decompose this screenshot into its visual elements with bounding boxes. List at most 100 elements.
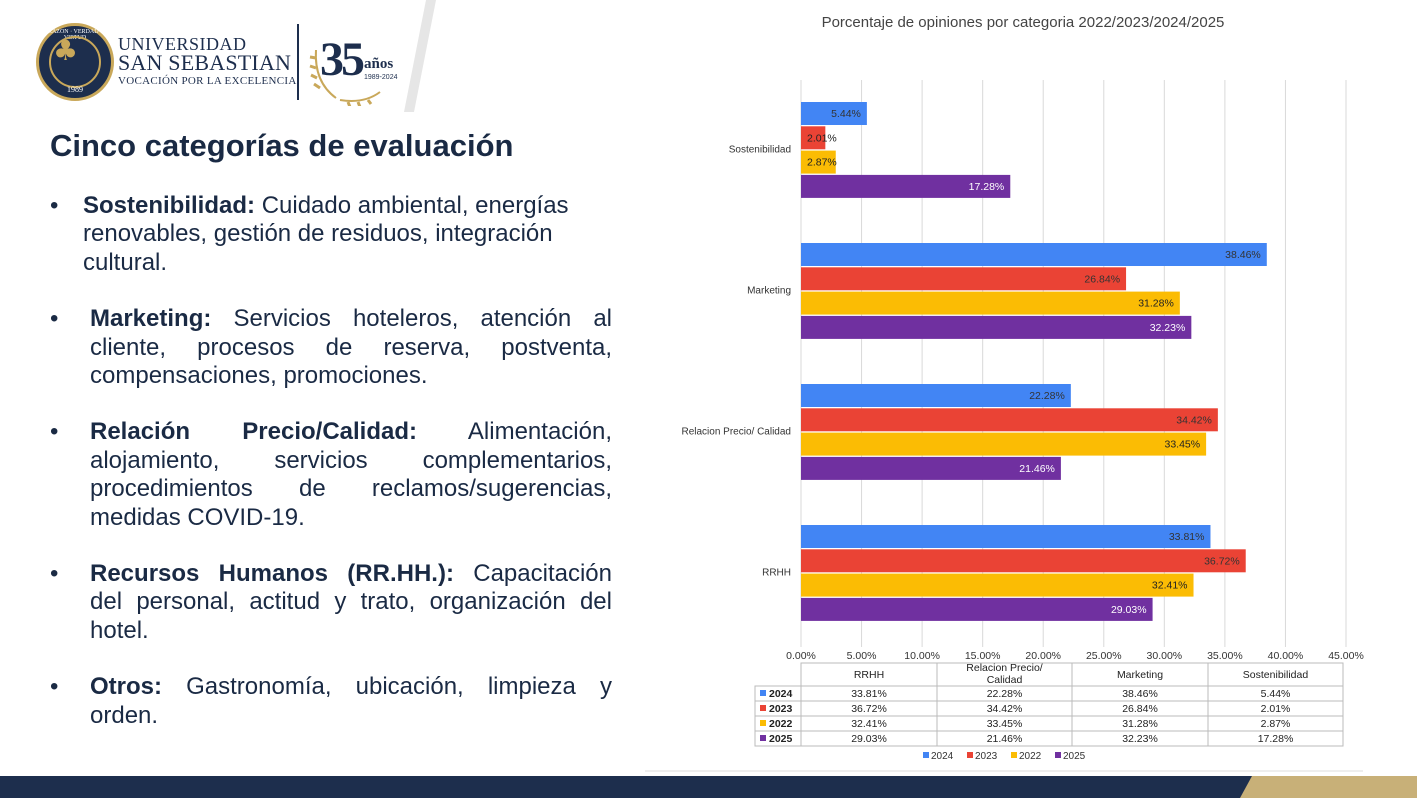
table-legend-swatch bbox=[760, 705, 766, 711]
table-header: Relacion Precio/ bbox=[966, 662, 1043, 674]
university-tagline: VOCACIÓN POR LA EXCELENCIA bbox=[118, 75, 297, 87]
table-cell: 2.01% bbox=[1261, 703, 1291, 715]
x-tick-label: 15.00% bbox=[965, 650, 1001, 662]
decorative-slash bbox=[404, 0, 436, 112]
data-label: 38.46% bbox=[1225, 249, 1261, 261]
legend-swatch-2024 bbox=[923, 752, 929, 758]
table-cell: 22.28% bbox=[987, 688, 1023, 700]
data-label: 32.23% bbox=[1150, 322, 1186, 334]
legend-swatch-2023 bbox=[967, 752, 973, 758]
legend-label: 2023 bbox=[975, 751, 998, 762]
legend-label: 2022 bbox=[1019, 751, 1042, 762]
table-cell: 32.23% bbox=[1122, 733, 1158, 745]
bullet-otros: • Otros: Gastronomía, ubicación, limpiez… bbox=[50, 673, 612, 730]
bar-2025 bbox=[801, 597, 1153, 621]
bar-2022 bbox=[801, 432, 1207, 456]
bullet-text: Capacitación del personal, actitud y tra… bbox=[90, 560, 612, 644]
bar-2023 bbox=[801, 267, 1127, 291]
data-label: 29.03% bbox=[1111, 604, 1147, 616]
table-cell: 2.87% bbox=[1261, 718, 1291, 730]
table-series-name: 2023 bbox=[769, 703, 793, 715]
anniversary-word: años bbox=[364, 56, 394, 72]
data-label: 33.45% bbox=[1164, 439, 1200, 451]
bar-2025 bbox=[801, 456, 1061, 480]
footer-bar bbox=[0, 776, 1417, 798]
anniversary-badge: 35 años 1989-2024 bbox=[306, 20, 406, 106]
bullet-label: Sostenibilidad: bbox=[83, 192, 256, 219]
chart-title: Porcentaje de opiniones por categoria 20… bbox=[822, 14, 1225, 31]
data-label: 22.28% bbox=[1029, 390, 1065, 402]
data-label: 34.42% bbox=[1176, 414, 1212, 426]
data-label: 2.87% bbox=[807, 157, 837, 169]
table-cell: 31.28% bbox=[1122, 718, 1158, 730]
table-cell: 26.84% bbox=[1122, 703, 1158, 715]
data-label: 32.41% bbox=[1152, 580, 1188, 592]
university-name-line2: SAN SEBASTIAN bbox=[118, 50, 292, 75]
legend-swatch-2025 bbox=[1055, 752, 1061, 758]
bar-2024 bbox=[801, 102, 867, 125]
bar-2024 bbox=[801, 243, 1267, 266]
table-header: RRHH bbox=[854, 669, 884, 681]
bullet-label: Relación Precio/Calidad: bbox=[90, 418, 417, 446]
anniversary-years: 1989-2024 bbox=[364, 74, 398, 81]
table-header: Sostenibilidad bbox=[1243, 669, 1309, 681]
bullet-text: Gastronomía, ubicación, limpieza y orden… bbox=[90, 673, 612, 729]
legend-label: 2025 bbox=[1063, 751, 1086, 762]
table-series-name: 2022 bbox=[769, 718, 793, 730]
bar-2024 bbox=[801, 525, 1211, 548]
bar-2022 bbox=[801, 573, 1194, 597]
table-cell: 34.42% bbox=[987, 703, 1023, 715]
bar-2024 bbox=[801, 384, 1071, 407]
bullet-precio-calidad: • Relación Precio/Calidad: Alimentación,… bbox=[50, 418, 612, 532]
x-tick-label: 5.00% bbox=[847, 650, 877, 662]
table-legend-swatch bbox=[760, 720, 766, 726]
x-tick-label: 40.00% bbox=[1268, 650, 1304, 662]
x-tick-label: 35.00% bbox=[1207, 650, 1243, 662]
legend-label: 2024 bbox=[931, 751, 954, 762]
legend-swatch-2022 bbox=[1011, 752, 1017, 758]
anniversary-number: 35 bbox=[320, 33, 365, 86]
bullet-sostenibilidad: • Sostenibilidad: Cuidado ambiental, ene… bbox=[50, 192, 612, 277]
laurel-icon bbox=[309, 49, 381, 106]
bullet-icon: • bbox=[50, 560, 59, 588]
data-label: 21.46% bbox=[1019, 463, 1055, 475]
table-cell: 32.41% bbox=[851, 718, 887, 730]
seal-year: 1989 bbox=[67, 85, 83, 94]
x-tick-label: 25.00% bbox=[1086, 650, 1122, 662]
data-label: 5.44% bbox=[831, 108, 861, 120]
table-series-name: 2024 bbox=[769, 688, 793, 700]
table-cell: 33.81% bbox=[851, 688, 887, 700]
bar-2025 bbox=[801, 315, 1192, 339]
bullet-marketing: • Marketing: Servicios hoteleros, atenci… bbox=[50, 305, 612, 390]
bullet-list: • Sostenibilidad: Cuidado ambiental, ene… bbox=[50, 192, 612, 758]
bullet-icon: • bbox=[50, 673, 59, 701]
table-legend-swatch bbox=[760, 690, 766, 696]
bullet-text: Cuidado ambiental, energías renovables, … bbox=[83, 192, 569, 276]
slide-title: Cinco categorías de evaluación bbox=[50, 128, 514, 163]
data-label: 17.28% bbox=[969, 181, 1005, 193]
table-header: Calidad bbox=[987, 674, 1023, 686]
data-label: 26.84% bbox=[1084, 273, 1120, 285]
bar-2022 bbox=[801, 150, 836, 174]
bullet-label: Otros: bbox=[90, 673, 162, 701]
data-label: 36.72% bbox=[1204, 555, 1240, 567]
tree-icon: ♣ bbox=[53, 34, 79, 67]
bullet-text: Servicios hoteleros, atención al cliente… bbox=[90, 305, 612, 390]
table-legend-swatch bbox=[760, 735, 766, 741]
bullet-icon: • bbox=[50, 192, 59, 219]
bar-2023 bbox=[801, 549, 1246, 573]
table-header: Marketing bbox=[1117, 669, 1163, 681]
table-series-name: 2025 bbox=[769, 733, 793, 745]
university-seal: RAZON · VERDAD · VIRTUD ♣ 1989 bbox=[36, 23, 114, 101]
bar-2023 bbox=[801, 126, 826, 150]
bar-2025 bbox=[801, 174, 1011, 198]
bar-2023 bbox=[801, 408, 1218, 432]
bullet-label: Recursos Humanos (RR.HH.): bbox=[90, 560, 454, 588]
logo-divider bbox=[297, 24, 299, 100]
footer-accent bbox=[1240, 776, 1417, 798]
x-tick-label: 10.00% bbox=[904, 650, 940, 662]
seal-ring bbox=[49, 36, 101, 88]
bullet-text: Alimentación, alojamiento, servicios com… bbox=[90, 418, 612, 531]
table-cell: 36.72% bbox=[851, 703, 887, 715]
bar-chart: Porcentaje de opiniones por categoria 20… bbox=[645, 0, 1365, 772]
